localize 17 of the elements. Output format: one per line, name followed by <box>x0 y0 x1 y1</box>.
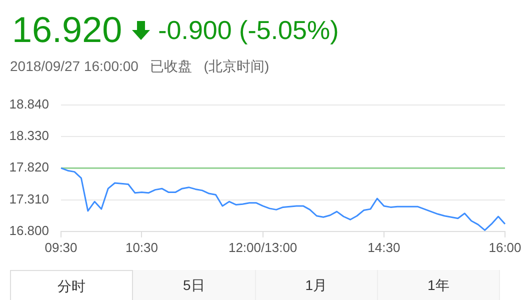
x-tick-label: 10:30 <box>125 240 158 255</box>
text: 2018/09/27 16:00:00 已收盘 (北京时间) <box>10 58 270 74</box>
text: 1年 <box>378 270 500 300</box>
y-tick-label: 18.330 <box>9 128 49 144</box>
text: 1月 <box>256 270 378 300</box>
y-tick-label: 17.820 <box>9 160 49 175</box>
text: 5日 <box>133 270 256 300</box>
y-tick-label: 17.310 <box>9 191 49 206</box>
text: 分时 <box>10 270 134 300</box>
x-tick-label: 16:00 <box>488 240 522 255</box>
x-tick-label: 12:00/13:00 <box>228 240 298 255</box>
x-tick-label: 14:30 <box>368 240 400 255</box>
y-tick-label: 18.840 <box>9 96 49 112</box>
y-tick-label: 16.800 <box>9 222 49 238</box>
chart-title: 16.920 <box>12 9 122 50</box>
text: -0.900 (-5.05%) <box>158 14 339 46</box>
x-tick-label: 09:30 <box>44 240 78 255</box>
